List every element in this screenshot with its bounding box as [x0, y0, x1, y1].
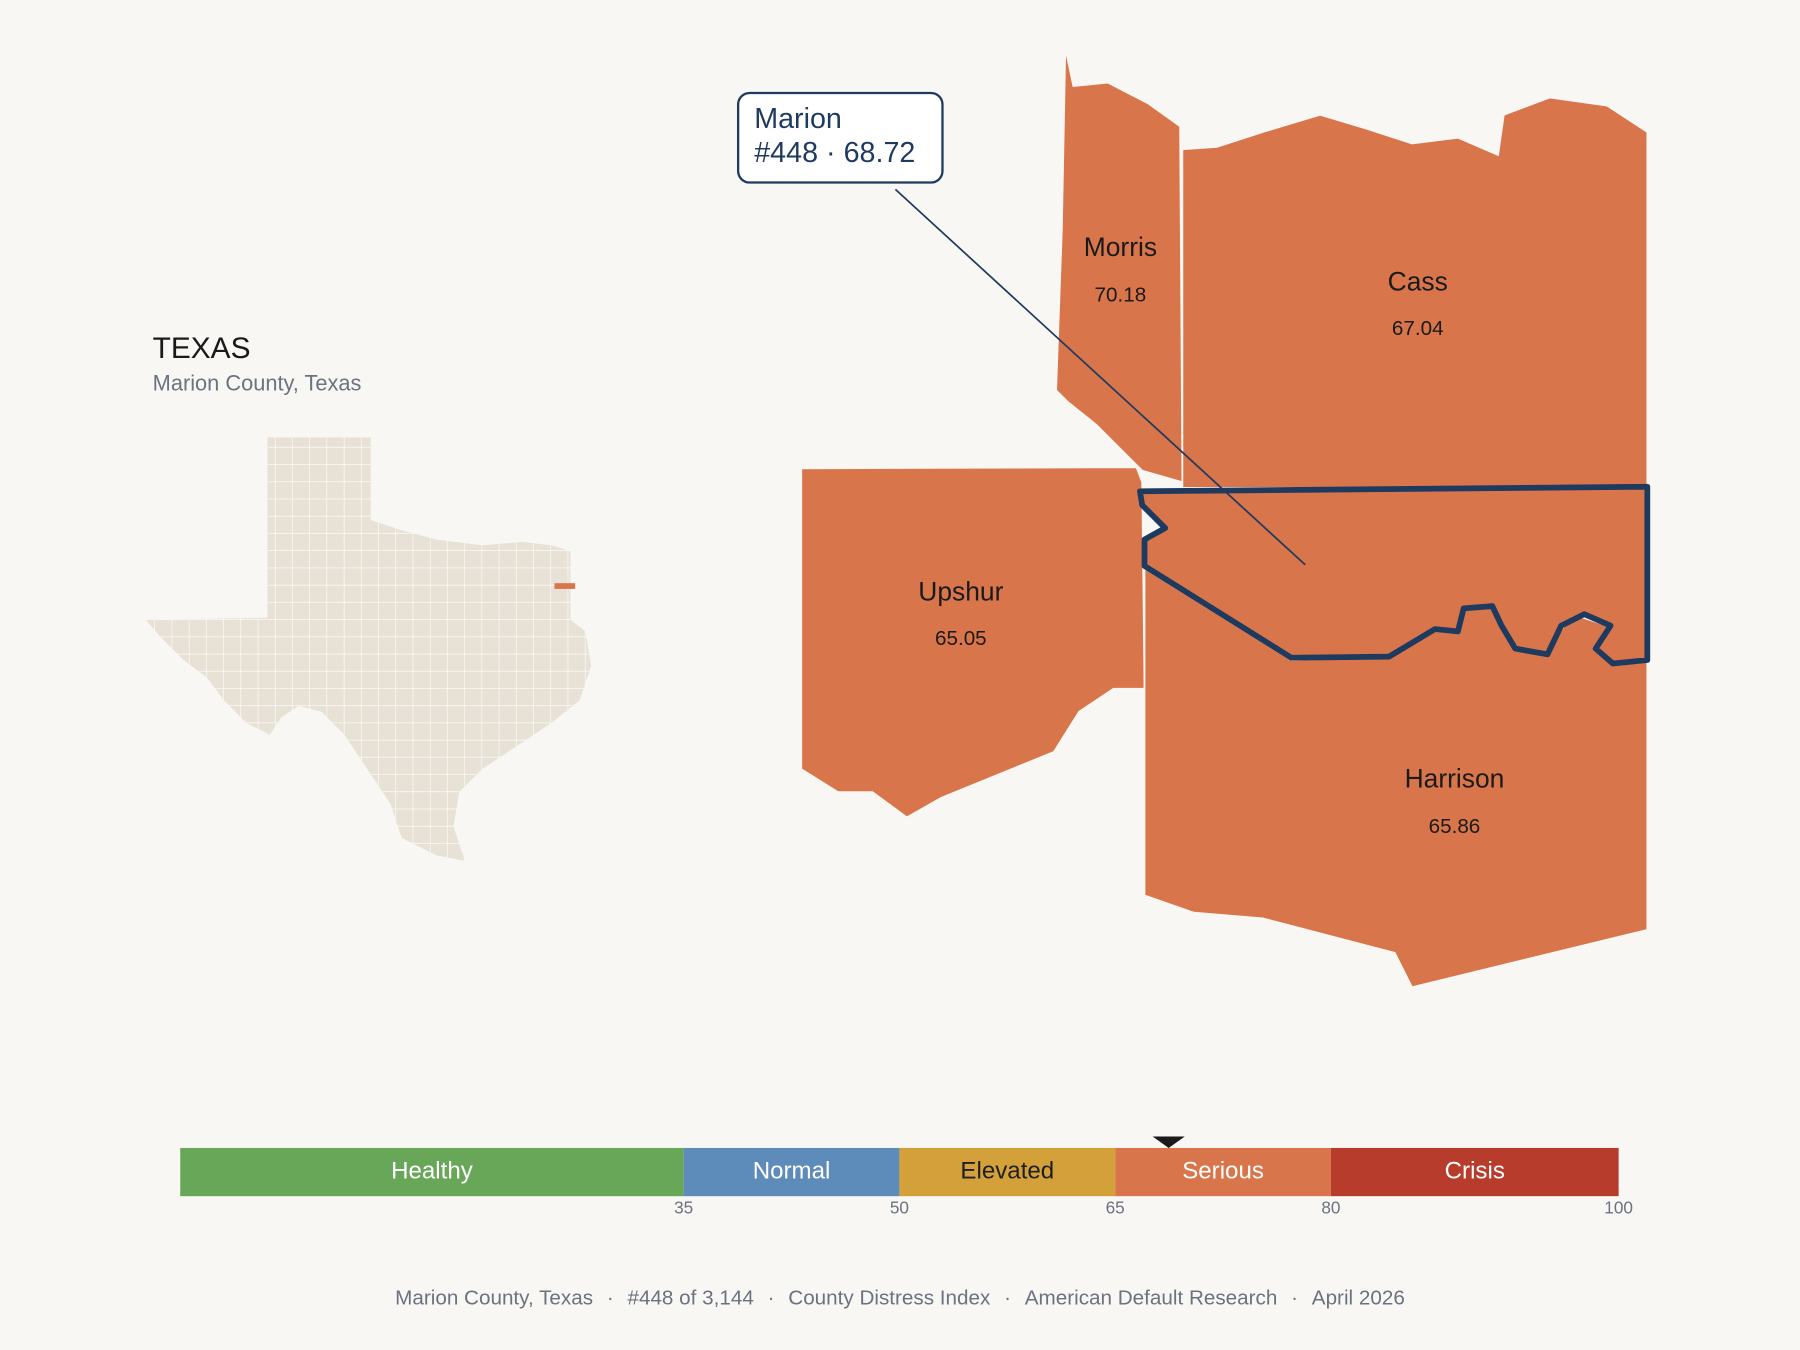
footer-item: American Default Research [1025, 1287, 1278, 1310]
state-locator [145, 437, 592, 861]
county[interactable] [800, 466, 1146, 819]
scale-band-label: Crisis [1445, 1157, 1505, 1184]
scale-band-label: Elevated [960, 1157, 1054, 1184]
county-score: 70.18 [1095, 284, 1147, 307]
footer: Marion County, Texas · #448 of 3,144 · Count… [395, 1287, 1405, 1310]
footer-separator: · [1004, 1287, 1011, 1310]
footer-item: County Distress Index [788, 1287, 991, 1310]
footer-item: Marion County, Texas [395, 1287, 593, 1310]
county[interactable] [1055, 48, 1184, 484]
scale-band-label: Serious [1182, 1157, 1264, 1184]
scale-tick-label: 35 [674, 1197, 693, 1217]
scale-band [683, 1147, 900, 1197]
callout-name: Marion [754, 103, 842, 135]
scale-bar: Healthy Normal Elevated Serious Crisis 35 50 65… [180, 1136, 1633, 1217]
scale-band-label: Normal [753, 1157, 831, 1184]
footer-separator: · [607, 1287, 614, 1310]
state-subtitle: Marion County, Texas [153, 370, 362, 395]
scale-band-label: Healthy [391, 1157, 473, 1184]
footer-item: April 2026 [1312, 1287, 1405, 1310]
county-grid [145, 437, 592, 861]
callout-leader [894, 188, 1306, 566]
scale-band [1115, 1147, 1331, 1197]
callout-box [736, 91, 944, 184]
county-map [800, 48, 1651, 989]
footer-item: #448 of 3,144 [627, 1287, 753, 1310]
locator-highlight [554, 583, 576, 589]
county-name: Upshur [918, 576, 1003, 606]
callout-detail: #448 · 68.72 [754, 136, 915, 168]
state-title: TEXAS [153, 332, 251, 365]
scale-tick-label: 100 [1604, 1197, 1633, 1217]
county-name: Cass [1388, 267, 1448, 297]
scale-band [180, 1147, 684, 1197]
county-score: 65.05 [935, 627, 987, 650]
callout-score: 68.72 [844, 136, 916, 168]
county-score: 67.04 [1392, 317, 1444, 340]
county[interactable] [1181, 96, 1649, 489]
county-name: Harrison [1405, 764, 1505, 794]
footer-separator: · [1291, 1287, 1298, 1310]
callout-rank: #448 [754, 136, 818, 168]
callout-separator: · [826, 136, 836, 168]
county-score: 65.86 [1429, 815, 1481, 838]
scale-marker [1152, 1136, 1185, 1148]
scale-tick-label: 80 [1321, 1197, 1340, 1217]
scale-tick-label: 65 [1106, 1197, 1125, 1217]
scale-band [1330, 1147, 1619, 1197]
county-name: Morris [1084, 232, 1157, 262]
focus-county[interactable] [1137, 483, 1651, 667]
scale-tick-label: 50 [890, 1197, 909, 1217]
county-labels: Morris 70.18 Cass 67.04 Upshur 65.05 Har… [918, 232, 1504, 838]
footer-separator: · [768, 1287, 775, 1310]
scale-band [899, 1147, 1116, 1197]
